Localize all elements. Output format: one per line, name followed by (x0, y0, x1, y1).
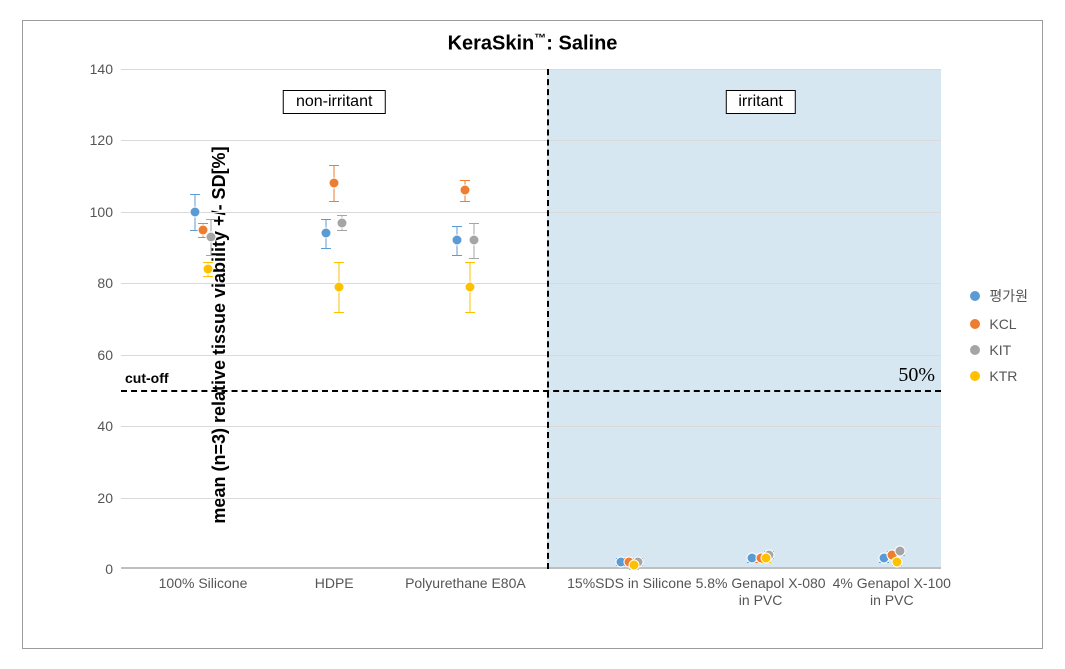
split-line (547, 69, 549, 569)
data-point (891, 556, 902, 567)
plot-area: 020406080100120140cut-off50%non-irritant… (121, 69, 941, 569)
irritant-shade (547, 69, 941, 569)
legend-item: KCL (969, 316, 1028, 332)
error-cap (452, 226, 462, 227)
y-tick-label: 60 (97, 347, 121, 363)
gridline (121, 283, 941, 284)
legend-item: 평가원 (969, 286, 1028, 306)
legend-swatch (969, 344, 981, 356)
error-cap (465, 262, 475, 263)
error-cap (321, 219, 331, 220)
legend: 평가원 KCL KIT KTR (969, 276, 1028, 394)
error-cap (329, 165, 339, 166)
error-cap (190, 194, 200, 195)
data-point (337, 217, 348, 228)
gridline (121, 212, 941, 213)
legend-swatch (969, 370, 981, 382)
chart-container: KeraSkin™: Saline mean (n=3) relative ti… (22, 20, 1043, 649)
data-point (189, 206, 200, 217)
error-cap (206, 219, 216, 220)
y-tick-label: 120 (90, 132, 121, 148)
title-prefix: KeraSkin (448, 33, 535, 55)
error-cap (321, 248, 331, 249)
cutoff-line (121, 390, 941, 392)
y-tick-label: 80 (97, 275, 121, 291)
legend-label: KTR (989, 368, 1017, 384)
data-point (460, 185, 471, 196)
x-tick-label: 4% Genapol X-100 in PVC (827, 569, 957, 609)
chart-title: KeraSkin™: Saline (23, 31, 1042, 56)
error-cap (452, 255, 462, 256)
cutoff-percent-label: 50% (898, 364, 935, 387)
x-tick-label: Polyurethane E80A (400, 569, 530, 592)
gridline (121, 426, 941, 427)
data-point (895, 546, 906, 557)
y-tick-label: 140 (90, 61, 121, 77)
error-cap (469, 223, 479, 224)
outer-frame: KeraSkin™: Saline mean (n=3) relative ti… (0, 0, 1065, 669)
error-cap (460, 201, 470, 202)
legend-label: KIT (989, 342, 1011, 358)
error-cap (337, 230, 347, 231)
error-cap (465, 312, 475, 313)
error-cap (334, 262, 344, 263)
cutoff-label: cut-off (125, 370, 169, 386)
data-point (468, 235, 479, 246)
gridline (121, 498, 941, 499)
data-point (629, 560, 640, 571)
error-cap (469, 258, 479, 259)
legend-label: KCL (989, 316, 1016, 332)
x-tick-label: HDPE (269, 569, 399, 592)
data-point (760, 553, 771, 564)
error-cap (203, 276, 213, 277)
legend-swatch (969, 318, 981, 330)
y-tick-label: 40 (97, 418, 121, 434)
x-tick-label: 15%SDS in Silicone (564, 569, 694, 592)
title-suffix: : Saline (546, 33, 617, 55)
gridline (121, 140, 941, 141)
legend-item: KIT (969, 342, 1028, 358)
error-cap (460, 180, 470, 181)
data-point (321, 228, 332, 239)
data-point (452, 235, 463, 246)
region-label-non-irritant: non-irritant (283, 90, 385, 114)
y-tick-label: 0 (105, 561, 121, 577)
data-point (334, 281, 345, 292)
region-label-irritant: irritant (725, 90, 795, 114)
title-tm: ™ (534, 31, 546, 45)
x-tick-label: 5.8% Genapol X-080 in PVC (696, 569, 826, 609)
data-point (329, 178, 340, 189)
x-tick-label: 100% Silicone (138, 569, 268, 592)
legend-item: KTR (969, 368, 1028, 384)
error-cap (329, 201, 339, 202)
error-cap (334, 312, 344, 313)
gridline (121, 69, 941, 70)
data-point (202, 264, 213, 275)
y-tick-label: 20 (97, 490, 121, 506)
legend-label: 평가원 (989, 286, 1028, 306)
error-cap (206, 255, 216, 256)
data-point (465, 281, 476, 292)
gridline (121, 355, 941, 356)
y-tick-label: 100 (90, 204, 121, 220)
legend-swatch (969, 290, 981, 302)
data-point (206, 231, 217, 242)
